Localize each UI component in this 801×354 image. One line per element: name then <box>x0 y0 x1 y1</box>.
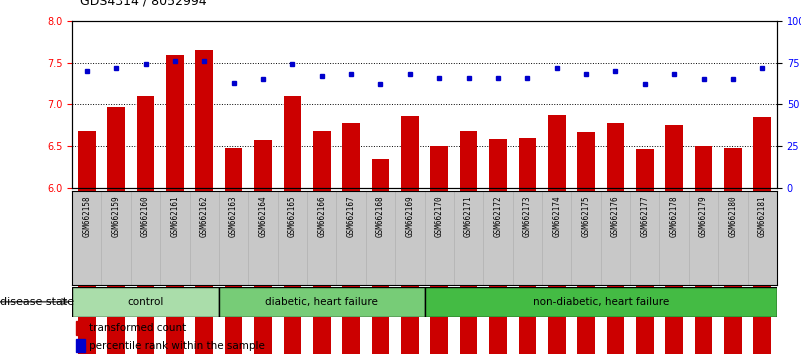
Text: disease state: disease state <box>0 297 78 307</box>
Bar <box>636 149 654 354</box>
Text: non-diabetic, heart failure: non-diabetic, heart failure <box>533 297 669 307</box>
Bar <box>724 148 742 354</box>
Text: GSM662175: GSM662175 <box>582 196 590 238</box>
Bar <box>460 131 477 354</box>
Text: GSM662164: GSM662164 <box>259 196 268 238</box>
Bar <box>372 159 389 354</box>
FancyBboxPatch shape <box>72 287 219 317</box>
Text: GDS4314 / 8052994: GDS4314 / 8052994 <box>80 0 207 7</box>
Text: GSM662162: GSM662162 <box>199 196 209 238</box>
Text: GSM662165: GSM662165 <box>288 196 297 238</box>
Text: GSM662173: GSM662173 <box>523 196 532 238</box>
Text: GSM662163: GSM662163 <box>229 196 238 238</box>
Bar <box>694 146 712 354</box>
Text: GSM662158: GSM662158 <box>83 196 91 238</box>
Text: GSM662179: GSM662179 <box>699 196 708 238</box>
Text: GSM662172: GSM662172 <box>493 196 502 238</box>
Text: GSM662174: GSM662174 <box>552 196 562 238</box>
Bar <box>430 146 448 354</box>
Text: GSM662178: GSM662178 <box>670 196 678 238</box>
Bar <box>606 123 624 354</box>
Text: GSM662170: GSM662170 <box>435 196 444 238</box>
Text: transformed count: transformed count <box>89 323 187 333</box>
Bar <box>254 140 272 354</box>
Text: diabetic, heart failure: diabetic, heart failure <box>265 297 378 307</box>
Text: GSM662171: GSM662171 <box>464 196 473 238</box>
Bar <box>489 139 507 354</box>
Bar <box>754 117 771 354</box>
Bar <box>78 131 95 354</box>
Bar <box>666 125 683 354</box>
Text: GSM662181: GSM662181 <box>758 196 767 238</box>
Bar <box>518 138 536 354</box>
Text: GSM662167: GSM662167 <box>347 196 356 238</box>
Bar <box>342 123 360 354</box>
Text: GSM662177: GSM662177 <box>640 196 650 238</box>
Text: GSM662161: GSM662161 <box>171 196 179 238</box>
Bar <box>401 116 419 354</box>
Text: percentile rank within the sample: percentile rank within the sample <box>89 341 265 350</box>
Text: GSM662159: GSM662159 <box>111 196 121 238</box>
Bar <box>578 132 595 354</box>
Bar <box>75 321 85 335</box>
Bar <box>107 107 125 354</box>
Bar <box>225 148 243 354</box>
Text: GSM662176: GSM662176 <box>611 196 620 238</box>
Bar <box>166 55 183 354</box>
Text: GSM662169: GSM662169 <box>405 196 414 238</box>
Bar <box>137 96 155 354</box>
Bar <box>284 96 301 354</box>
FancyBboxPatch shape <box>425 287 777 317</box>
Bar <box>195 50 213 354</box>
Text: GSM662166: GSM662166 <box>317 196 326 238</box>
Bar <box>313 131 331 354</box>
Text: GSM662168: GSM662168 <box>376 196 385 238</box>
Text: GSM662180: GSM662180 <box>728 196 738 238</box>
FancyBboxPatch shape <box>219 287 425 317</box>
Text: GSM662160: GSM662160 <box>141 196 150 238</box>
Text: control: control <box>127 297 163 307</box>
Bar <box>548 115 566 354</box>
Bar <box>75 339 85 352</box>
